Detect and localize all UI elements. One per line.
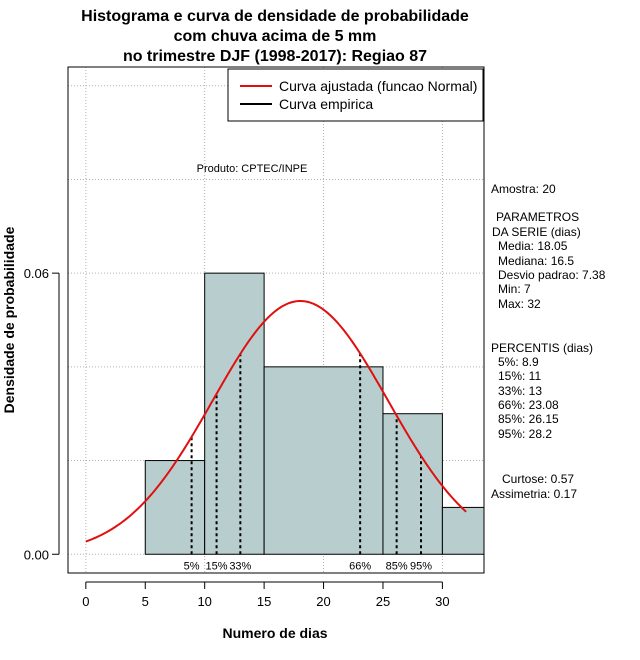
percentil-15: 15%: 11 <box>498 369 541 383</box>
x-tick-label-1: 5 <box>142 594 149 609</box>
assimetria: Assimetria: 0.17 <box>491 487 577 501</box>
histogram-bar-0 <box>144 460 206 555</box>
legend-box <box>227 68 484 122</box>
title-line-2: com chuva acima de 5 mm <box>174 28 377 45</box>
x-axis: 0 5 10 15 20 25 30 <box>82 581 450 609</box>
x-axis-label: Numero de dias <box>222 625 327 641</box>
percentil-66: 66%: 23.08 <box>498 398 559 412</box>
params-title-1: PARAMETROS <box>496 210 579 224</box>
x-tick-label-6: 30 <box>435 594 449 609</box>
percentil-33: 33%: 13 <box>498 384 542 398</box>
title-line-3: no trimestre DJF (1998-2017): Regiao 87 <box>123 48 427 65</box>
percentile-label-2: 33% <box>229 560 251 572</box>
histogram-bar-4 <box>441 506 485 555</box>
normal-fit-curve <box>85 299 467 543</box>
percentile-label-3: 66% <box>349 560 371 572</box>
y-tick-label-0: 0.00 <box>24 547 49 562</box>
title-line-1: Histograma e curva de densidade de proba… <box>81 8 469 25</box>
param-min: Min: 7 <box>498 282 531 296</box>
legend-label-fit: Curva ajustada (funcao Normal) <box>279 78 477 94</box>
percentile-label-1: 15% <box>206 560 228 572</box>
percentil-85: 85%: 26.15 <box>498 412 559 426</box>
y-axis: 0.00 0.06 <box>24 266 60 562</box>
statistics-panel: Amostra: 20 PARAMETROS DA SERIE (dias) M… <box>491 182 606 501</box>
y-axis-label: Densidade de probabilidade <box>1 226 17 413</box>
curtose: Curtose: 0.57 <box>502 472 574 486</box>
percentile-lines: 5% 15% 33% 66% 85% 95% <box>184 353 432 572</box>
y-tick-label-1: 0.06 <box>24 266 49 281</box>
params-title-2: DA SERIE (dias) <box>492 225 581 239</box>
plot-frame <box>67 66 485 574</box>
percentile-label-4: 85% <box>386 560 408 572</box>
percentis-title: PERCENTIS (dias) <box>491 341 593 355</box>
histogram-bars <box>144 272 485 555</box>
x-tick-label-3: 15 <box>257 594 271 609</box>
percentil-95: 95%: 28.2 <box>498 427 552 441</box>
legend: Curva ajustada (funcao Normal) Curva emp… <box>227 68 484 122</box>
percentile-label-5: 95% <box>410 560 432 572</box>
percentil-5: 5%: 8.9 <box>498 355 539 369</box>
histogram-bar-3 <box>382 413 443 555</box>
histogram-bar-2 <box>263 366 384 555</box>
x-tick-label-2: 10 <box>197 594 211 609</box>
param-desvio: Desvio padrao: 7.38 <box>498 268 606 282</box>
x-tick-label-4: 20 <box>316 594 330 609</box>
param-max: Max: 32 <box>498 297 541 311</box>
x-tick-label-0: 0 <box>82 594 89 609</box>
product-annotation: Produto: CPTEC/INPE <box>197 163 308 175</box>
chart-title: Histograma e curva de densidade de proba… <box>81 8 469 65</box>
sample-size: Amostra: 20 <box>491 182 556 196</box>
normal-curve-layer <box>85 299 467 543</box>
x-tick-label-5: 25 <box>376 594 390 609</box>
legend-label-empirical: Curva empirica <box>279 96 373 112</box>
histogram-bar-1 <box>204 272 265 555</box>
percentile-label-0: 5% <box>184 560 200 572</box>
param-mediana: Mediana: 16.5 <box>498 254 574 268</box>
param-media: Media: 18.05 <box>498 239 568 253</box>
